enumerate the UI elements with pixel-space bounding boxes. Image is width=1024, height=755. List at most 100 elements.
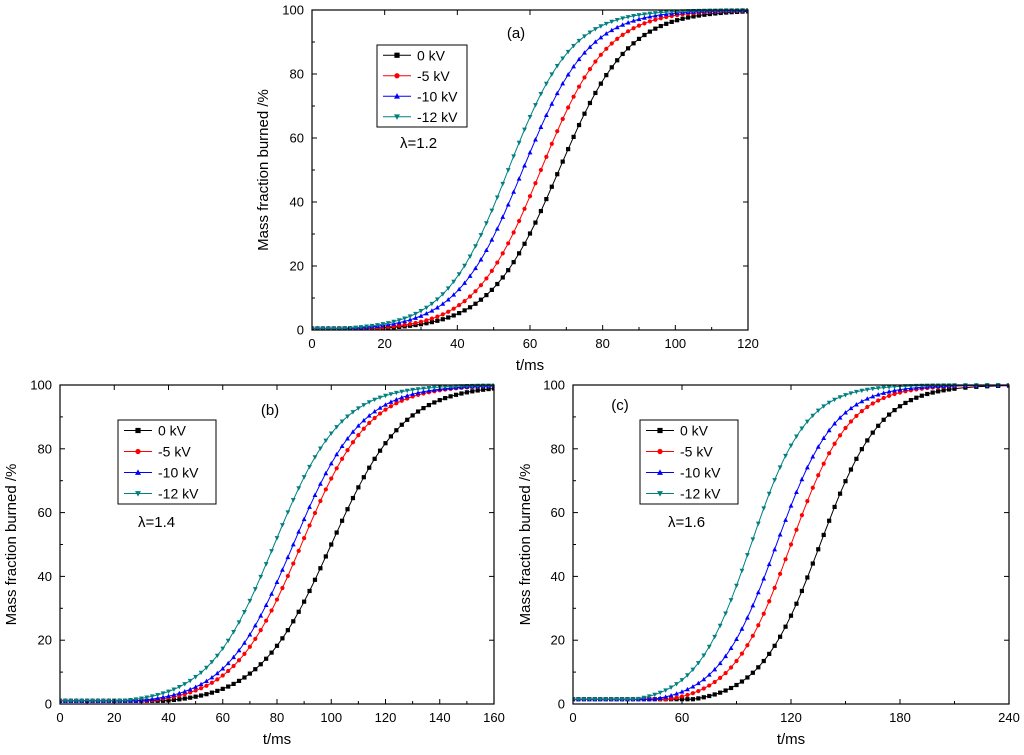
data-point (696, 696, 701, 701)
data-point (258, 574, 264, 580)
data-point (95, 698, 101, 704)
data-point (799, 476, 805, 482)
data-point (445, 297, 451, 302)
series-line-2 (573, 384, 1009, 700)
x-tick-label: 120 (375, 710, 397, 725)
data-point (106, 698, 112, 704)
data-point (571, 94, 576, 99)
data-point (462, 308, 467, 313)
data-point (837, 491, 843, 496)
data-point (356, 485, 361, 490)
data-point (881, 417, 886, 422)
data-point (453, 392, 459, 397)
data-point (674, 9, 680, 15)
data-point (608, 697, 614, 702)
data-point (399, 398, 404, 403)
data-point (767, 651, 772, 656)
data-point (323, 470, 329, 476)
data-point (571, 134, 576, 139)
legend-marker (657, 427, 663, 434)
x-tick-label: 120 (780, 710, 802, 725)
data-point (399, 394, 405, 400)
data-point (805, 499, 810, 504)
data-point (198, 686, 204, 691)
data-point (204, 683, 209, 688)
data-point (328, 431, 334, 436)
data-point (500, 251, 505, 256)
y-tick-label: 0 (558, 697, 565, 712)
data-point (361, 417, 367, 423)
data-point (620, 22, 626, 27)
data-point (383, 402, 388, 407)
data-point (865, 438, 870, 443)
data-point (473, 265, 478, 271)
data-point (290, 541, 296, 547)
data-point (274, 643, 280, 648)
data-point (647, 29, 652, 34)
data-point (410, 413, 415, 418)
data-point (429, 316, 434, 321)
data-point (734, 658, 739, 664)
data-point (462, 263, 468, 269)
data-point (761, 611, 766, 616)
data-point (658, 10, 664, 16)
data-point (783, 453, 788, 459)
data-point (755, 521, 761, 527)
data-point (728, 598, 734, 603)
data-point (269, 608, 274, 613)
data-point (285, 573, 290, 579)
legend-label: 0 kV (417, 47, 446, 63)
y-tick-label: 80 (38, 441, 52, 456)
data-point (424, 318, 429, 323)
x-tick-label: 100 (664, 336, 686, 351)
data-point (280, 567, 285, 572)
data-point (215, 677, 220, 682)
data-point (734, 682, 739, 688)
data-point (435, 314, 440, 319)
data-point (478, 297, 484, 302)
data-point (258, 613, 264, 618)
data-point (592, 697, 598, 702)
data-point (538, 167, 544, 173)
data-point (415, 409, 421, 414)
data-point (193, 688, 198, 693)
data-point (598, 81, 603, 86)
data-point (674, 695, 679, 700)
data-point (144, 695, 150, 700)
data-point (263, 602, 269, 607)
data-point (448, 394, 453, 399)
data-point (566, 105, 571, 110)
data-point (517, 251, 522, 256)
data-point (329, 542, 334, 547)
data-point (875, 386, 881, 391)
data-point (383, 407, 388, 412)
data-point (887, 412, 892, 417)
data-point (777, 465, 783, 470)
data-point (647, 14, 653, 19)
data-point (301, 516, 307, 522)
data-point (377, 411, 383, 416)
data-point (369, 323, 375, 329)
data-point (626, 29, 631, 34)
data-point (247, 598, 253, 604)
data-point (457, 311, 462, 316)
data-point (252, 587, 258, 592)
plot-area (312, 7, 748, 331)
data-point (320, 326, 326, 331)
legend-box (639, 419, 739, 505)
data-point (494, 195, 500, 200)
data-point (592, 39, 598, 44)
data-point (421, 389, 426, 394)
data-point (853, 389, 859, 395)
data-point (815, 408, 821, 414)
data-point (285, 554, 291, 560)
lambda-annotation: λ=1.6 (668, 514, 705, 531)
data-point (302, 599, 307, 604)
data-point (473, 244, 478, 249)
x-tick-label: 120 (737, 336, 759, 351)
data-point (832, 504, 837, 510)
data-point (881, 385, 887, 391)
data-point (706, 672, 712, 677)
y-tick-label: 60 (38, 505, 52, 520)
data-point (421, 406, 426, 411)
